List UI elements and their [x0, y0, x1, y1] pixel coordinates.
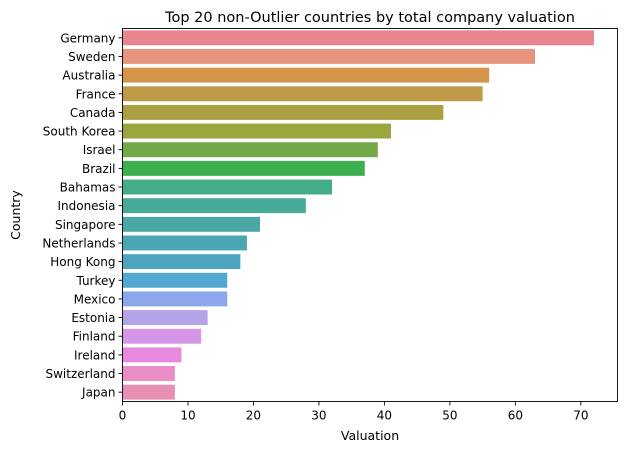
y-tick-label: Mexico	[74, 292, 116, 306]
bar-ireland	[122, 347, 182, 363]
y-tick-label: Estonia	[71, 311, 115, 325]
bars-group	[122, 30, 594, 400]
bar-south-korea	[122, 123, 391, 139]
x-axis-label: Valuation	[341, 428, 399, 443]
bar-turkey	[122, 272, 228, 288]
y-tick-label: Turkey	[75, 274, 115, 288]
y-tick-label: Indonesia	[57, 199, 115, 213]
x-tick-label: 0	[119, 409, 127, 423]
bar-mexico	[122, 291, 228, 307]
y-tick-label: Netherlands	[42, 236, 115, 250]
y-tick-label: Singapore	[55, 218, 116, 232]
bar-switzerland	[122, 366, 175, 381]
x-tick-label: 30	[311, 409, 326, 423]
bar-netherlands	[122, 235, 247, 251]
bar-canada	[122, 104, 444, 120]
x-tick-label: 50	[442, 409, 457, 423]
bar-singapore	[122, 216, 260, 232]
y-tick-label: Australia	[62, 69, 115, 83]
x-tick-label: 20	[246, 409, 261, 423]
y-tick-label: Israel	[83, 143, 116, 157]
bar-japan	[122, 384, 175, 400]
chart-title: Top 20 non-Outlier countries by total co…	[164, 10, 575, 26]
bar-sweden	[122, 49, 535, 64]
x-tick-label: 70	[573, 409, 588, 423]
y-tick-label: Bahamas	[60, 181, 116, 195]
y-tick-label: Finland	[73, 330, 116, 344]
plot-frame	[122, 28, 618, 402]
bar-australia	[122, 67, 490, 83]
bar-finland	[122, 328, 202, 344]
y-tick-label: Brazil	[82, 162, 116, 176]
y-tick-label: Ireland	[74, 348, 116, 362]
y-tick-label: Sweden	[68, 50, 115, 64]
y-axis-label: Country	[8, 190, 23, 240]
y-tick-label: South Korea	[43, 125, 116, 139]
bar-indonesia	[122, 198, 306, 214]
x-tick-label: 60	[508, 409, 523, 423]
bar-bahamas	[122, 179, 333, 195]
bar-brazil	[122, 160, 365, 176]
category-labels: Germany Sweden Australia France Canada South …	[42, 31, 123, 400]
x-tick-label: 10	[180, 409, 195, 423]
x-axis-ticks: 0 10 20 30 40 50 60 70	[119, 401, 588, 423]
y-tick-label: Germany	[60, 31, 115, 45]
bar-france	[122, 86, 483, 102]
bar-hong-kong	[122, 254, 241, 270]
bar-germany	[122, 30, 594, 46]
y-tick-label: Japan	[81, 386, 115, 400]
y-tick-label: Switzerland	[46, 367, 116, 381]
y-tick-label: France	[76, 87, 116, 101]
bar-estonia	[122, 310, 208, 326]
y-tick-label: Hong Kong	[50, 255, 115, 269]
bar-israel	[122, 142, 378, 158]
x-tick-label: 40	[377, 409, 392, 423]
y-tick-label: Canada	[70, 106, 116, 120]
